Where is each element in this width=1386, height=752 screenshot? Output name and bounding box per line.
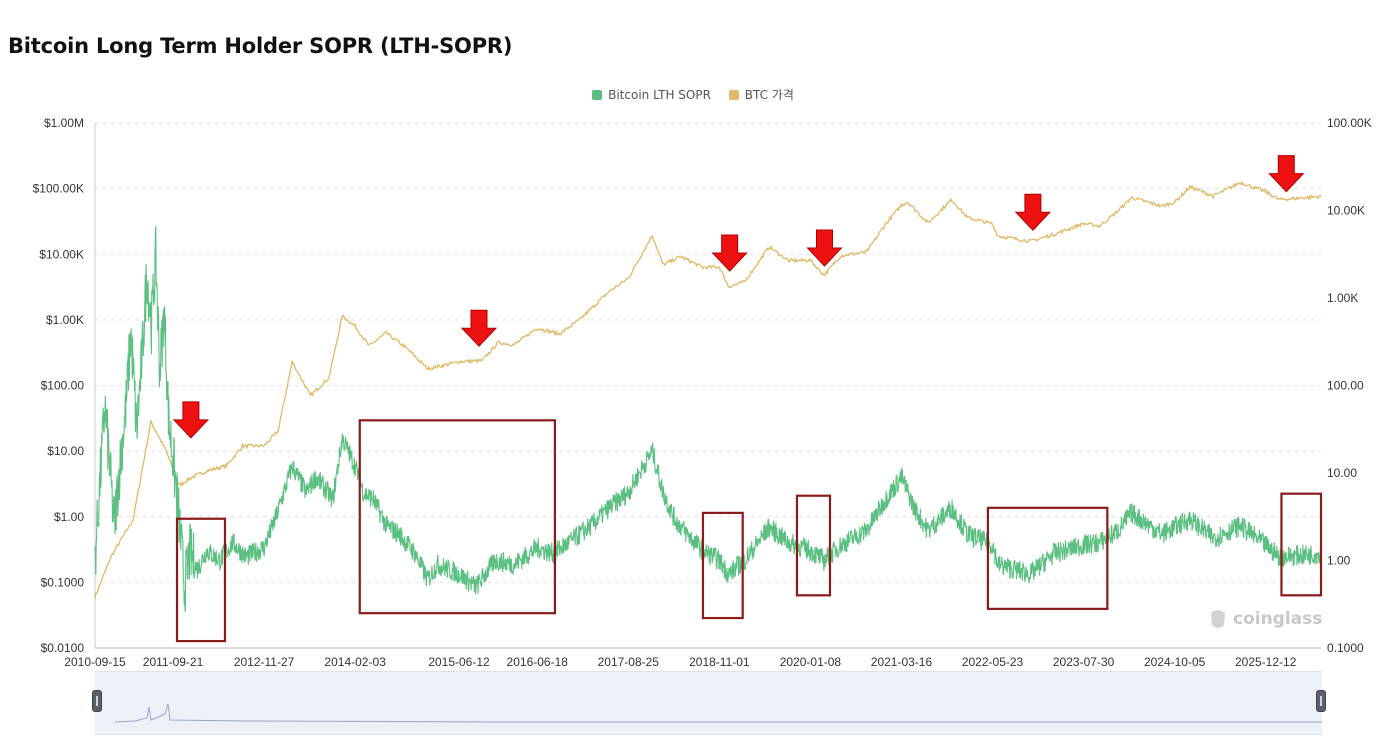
annotation-arrow-icon <box>711 234 748 272</box>
annotation-arrow-icon <box>172 401 210 439</box>
y-left-tick-label: $1.00 <box>54 510 84 524</box>
x-tick-label: 2021-03-16 <box>871 655 933 669</box>
annotation-box <box>175 517 227 643</box>
x-tick-label: 2016-06-18 <box>507 655 569 669</box>
annotation-box <box>701 511 744 620</box>
legend-item-price[interactable]: BTC 가격 <box>728 86 794 103</box>
watermark: coinglass <box>1208 607 1322 631</box>
series-price-line <box>94 180 1322 599</box>
legend-item-sopr[interactable]: Bitcoin LTH SOPR <box>592 88 711 102</box>
x-tick-label: 2015-06-12 <box>428 655 490 669</box>
range-navigator[interactable] <box>95 671 1322 735</box>
x-tick-label: 2022-05-23 <box>962 655 1024 669</box>
navigator-handle-left[interactable] <box>92 690 102 712</box>
legend-swatch-sopr <box>592 89 603 100</box>
x-tick-label: 2020-01-08 <box>780 655 842 669</box>
y-left-tick-label: $0.0100 <box>41 641 85 655</box>
y-right-tick-label: 1.00K <box>1327 291 1358 305</box>
y-left-tick-label: $10.00K <box>39 247 84 261</box>
y-left-tick-label: $100.00K <box>33 182 84 196</box>
x-tick-label: 2023-07-30 <box>1053 655 1115 669</box>
legend-swatch-price <box>728 89 739 100</box>
x-tick-label: 2024-10-05 <box>1144 655 1206 669</box>
legend-label-price: BTC 가격 <box>744 88 794 102</box>
annotation-arrow-icon <box>1014 193 1052 232</box>
y-right-tick-label: 100.00 <box>1327 379 1364 393</box>
annotation-arrow-icon <box>806 229 843 267</box>
y-left-tick-label: $0.1000 <box>41 575 85 589</box>
x-tick-label: 2014-02-03 <box>324 655 386 669</box>
y-right-tick-label: 10.00 <box>1327 466 1357 480</box>
annotation-box <box>986 506 1109 610</box>
annotation-box <box>795 494 832 597</box>
annotation-arrow-icon <box>460 309 498 347</box>
legend-label-sopr: Bitcoin LTH SOPR <box>608 87 711 102</box>
y-right-tick-label: 10.00K <box>1327 204 1365 218</box>
x-tick-label: 2018-11-01 <box>689 655 750 669</box>
y-right-tick-label: 1.00 <box>1327 554 1351 568</box>
x-tick-label: 2012-11-27 <box>234 655 295 669</box>
chart-legend: Bitcoin LTH SOPR BTC 가격 <box>0 86 1386 103</box>
annotation-arrow-icon <box>1268 155 1305 193</box>
x-tick-label: 2025-12-12 <box>1235 655 1297 669</box>
page-title: Bitcoin Long Term Holder SOPR (LTH-SOPR) <box>8 34 513 58</box>
y-left-tick-label: $1.00K <box>46 313 84 327</box>
navigator-preview <box>114 703 1322 723</box>
x-tick-label: 2011-09-21 <box>143 655 204 669</box>
y-left-tick-label: $1.00M <box>44 116 84 130</box>
annotation-box <box>358 419 557 615</box>
y-left-tick-label: $100.00 <box>41 379 85 393</box>
coinglass-logo-icon <box>1211 610 1225 628</box>
x-tick-label: 2010-09-15 <box>64 655 126 669</box>
y-right-tick-label: 100.00K <box>1327 116 1372 130</box>
navigator-handle-right[interactable] <box>1316 690 1326 712</box>
series-sopr-line <box>94 226 1322 612</box>
y-right-tick-label: 0.1000 <box>1327 641 1364 655</box>
annotation-box <box>1280 492 1323 597</box>
y-left-tick-label: $10.00 <box>47 444 84 458</box>
watermark-text: coinglass <box>1233 609 1323 629</box>
x-tick-label: 2017-08-25 <box>598 655 660 669</box>
